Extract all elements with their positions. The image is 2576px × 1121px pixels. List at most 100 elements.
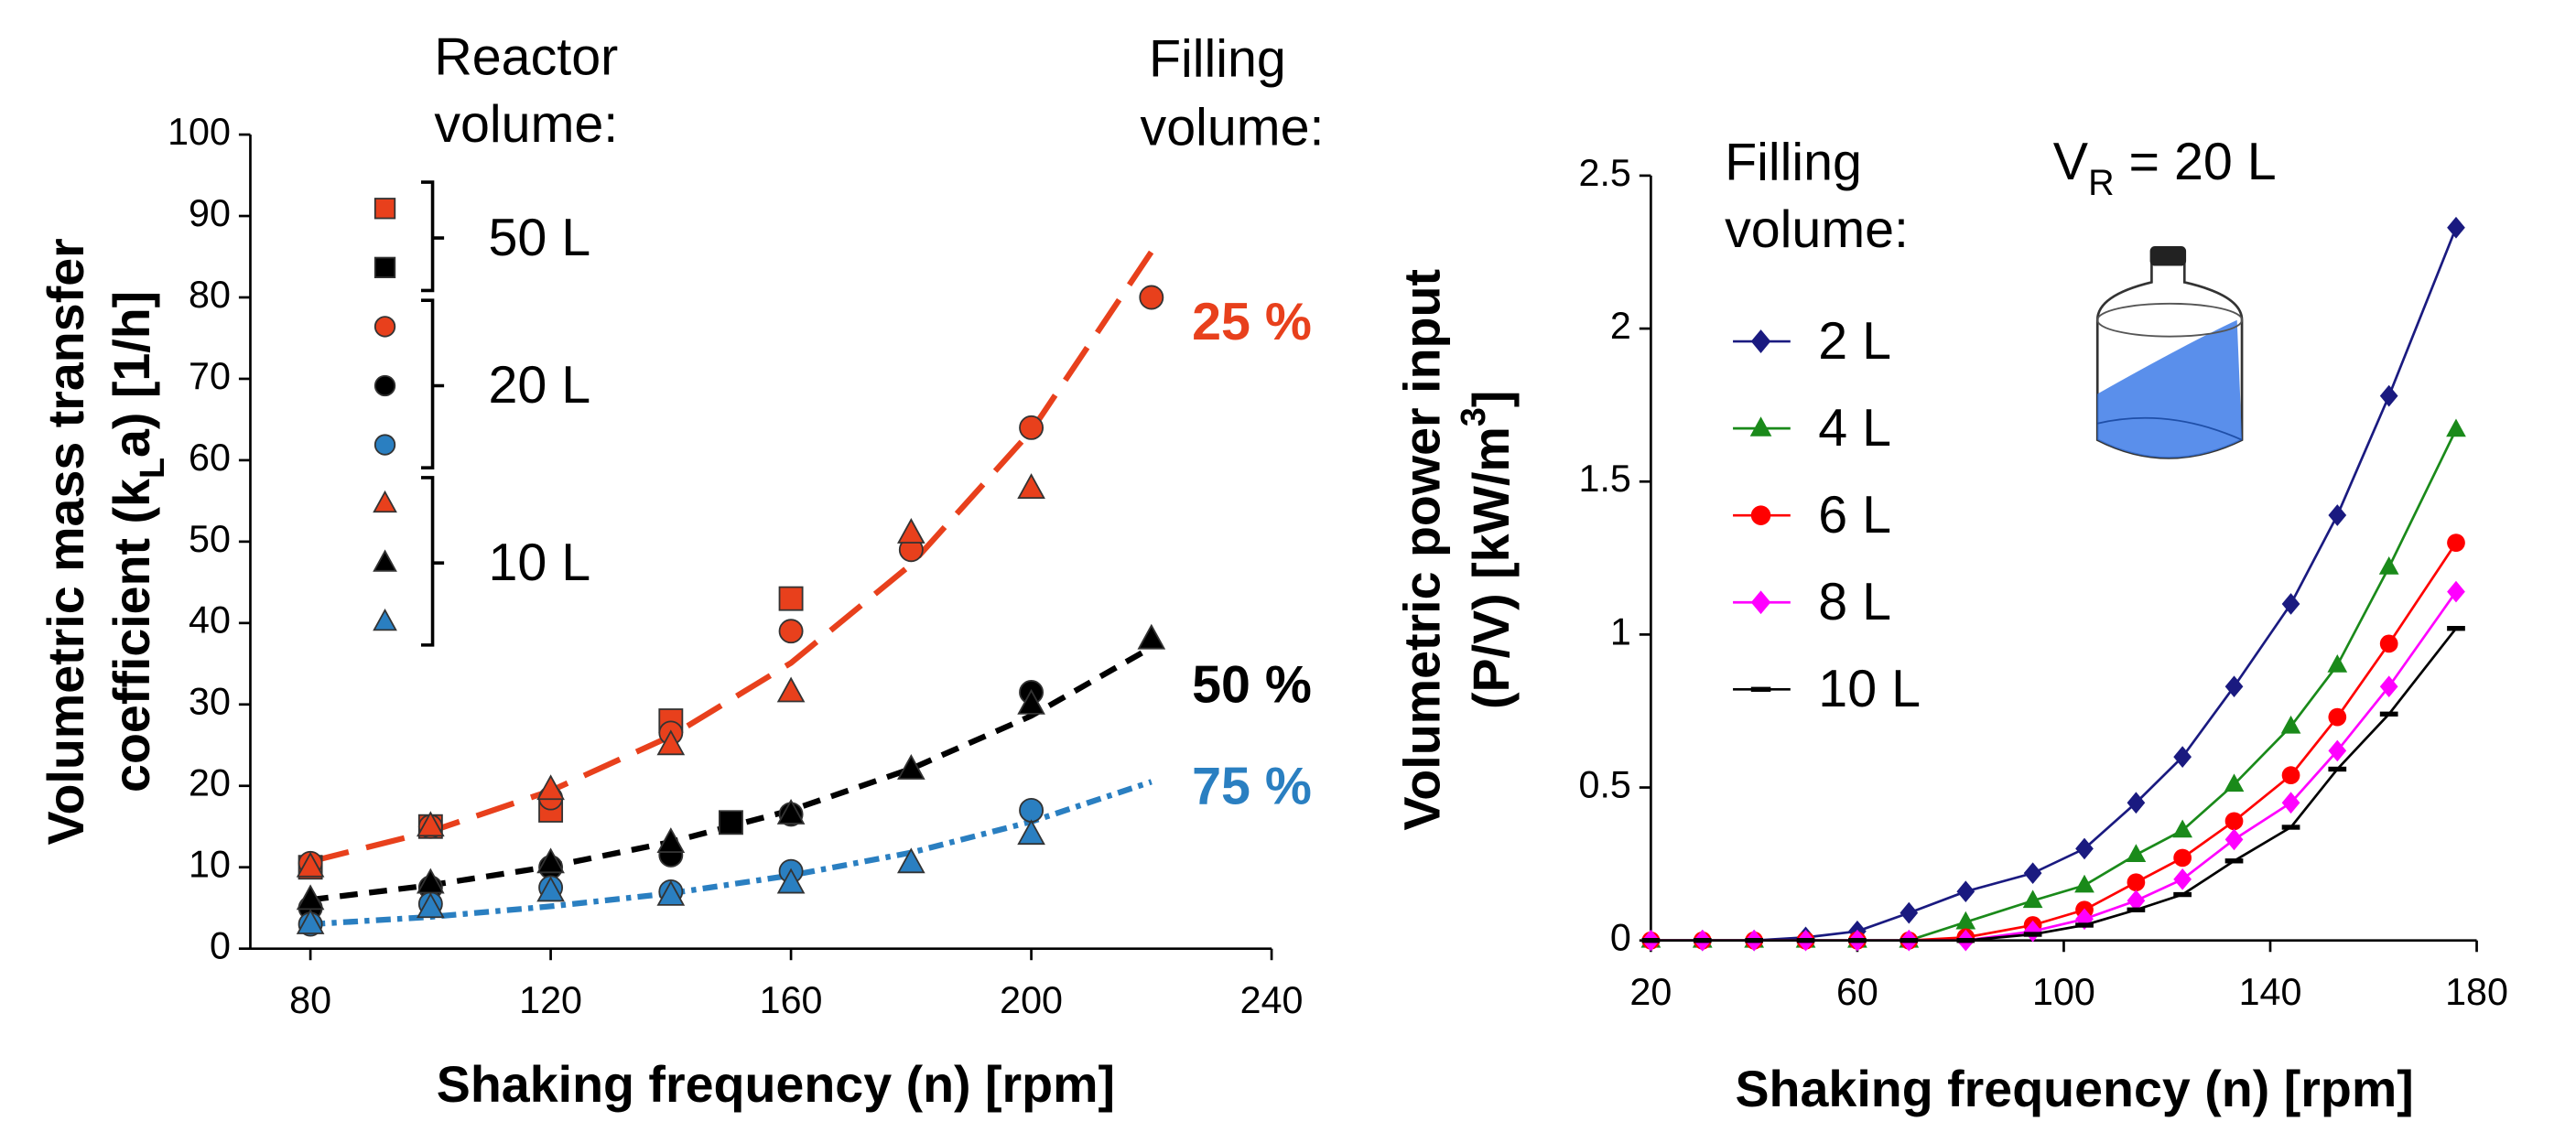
x-tick-label: 240 — [1240, 979, 1304, 1021]
marker-diamond — [2127, 792, 2146, 814]
marker-diamond — [2328, 504, 2347, 526]
marker-triangle — [1017, 473, 1045, 499]
annotation-part: V — [2053, 133, 2089, 191]
marker-triangle — [1137, 623, 1166, 650]
annotation: VR = 20 L — [2053, 133, 2277, 203]
marker-triangle — [2022, 889, 2043, 909]
legend-marker — [373, 490, 397, 513]
marker-circle — [2379, 634, 2398, 653]
marker-diamond — [2075, 837, 2094, 860]
y-tick-label: 80 — [189, 274, 231, 316]
legend-label: 6 L — [1818, 486, 1891, 544]
y-tick-label: 1.5 — [1579, 458, 1631, 500]
x-tick-label: 120 — [519, 979, 582, 1021]
marker-triangle — [776, 868, 806, 894]
marker-diamond — [2023, 862, 2042, 884]
y-axis-title-part: ] — [1463, 391, 1520, 408]
marker-dash — [1848, 938, 1867, 943]
marker-circle — [1019, 797, 1044, 823]
y-axis-title: Volumetric power input — [1393, 269, 1450, 831]
marker-dash — [2379, 711, 2398, 717]
marker-triangle — [2327, 653, 2348, 673]
fit-label: 50 % — [1192, 656, 1312, 715]
y-tick-label: 0 — [1610, 917, 1631, 959]
marker-triangle — [2446, 418, 2466, 437]
legend-heading: volume: — [434, 95, 618, 154]
marker-diamond — [2447, 580, 2465, 603]
y-tick-label: 2.5 — [1579, 152, 1631, 194]
fit-label: 75 % — [1192, 757, 1312, 815]
marker-diamond — [2447, 216, 2465, 239]
marker-dash — [1693, 938, 1712, 943]
marker-triangle — [2172, 819, 2192, 838]
marker-triangle — [656, 879, 686, 906]
marker-circle — [2173, 848, 2192, 868]
marker-triangle — [536, 774, 565, 801]
marker-circle — [2447, 534, 2465, 552]
marker-triangle — [656, 729, 686, 756]
legend-bracket — [421, 180, 445, 293]
x-tick-label: 60 — [1836, 971, 1878, 1013]
marker-diamond — [2173, 868, 2192, 890]
marker-dash — [1956, 938, 1975, 943]
fit-label: 25 % — [1192, 293, 1312, 351]
x-tick-label: 100 — [2032, 971, 2095, 1013]
marker-triangle — [2074, 874, 2094, 893]
legend-label: 8 L — [1818, 573, 1891, 631]
marker-circle — [1139, 285, 1164, 310]
legend-heading: Filling — [1725, 133, 1862, 191]
x-tick-label: 180 — [2445, 971, 2508, 1013]
y-tick-label: 30 — [189, 681, 231, 723]
marker-square — [778, 586, 804, 611]
marker-circle — [2328, 707, 2347, 727]
marker-triangle — [896, 518, 925, 544]
legend-heading: volume: — [1725, 200, 1909, 259]
legend-label: 10 L — [1818, 660, 1921, 718]
marker-triangle — [296, 909, 325, 934]
series-line — [1651, 627, 2458, 943]
marker-diamond — [2173, 746, 2192, 768]
legend-marker — [1749, 416, 1772, 437]
legend-label: 20 L — [489, 356, 591, 415]
marker-dash — [2075, 922, 2094, 928]
legend-marker — [373, 434, 396, 456]
legend-marker — [373, 608, 397, 631]
marker-dash — [2328, 766, 2347, 772]
marker-triangle — [2224, 773, 2245, 792]
marker-circle — [2224, 812, 2244, 831]
marker-diamond — [2224, 675, 2244, 698]
legend-marker — [373, 374, 396, 397]
marker-circle — [778, 619, 804, 644]
marker-dash — [2281, 825, 2300, 830]
marker-dash — [2023, 932, 2042, 937]
marker-dash — [2173, 891, 2192, 898]
marker-triangle — [776, 798, 806, 825]
y-tick-label: 2 — [1610, 305, 1631, 347]
marker-triangle — [2126, 844, 2147, 862]
x-axis-title: Shaking frequency (n) [rpm] — [1735, 1061, 2413, 1117]
marker-triangle — [896, 847, 925, 874]
y-axis-title-part: (P/V) [kW/m — [1463, 426, 1520, 709]
legend-marker — [373, 198, 396, 220]
legend-marker — [1750, 505, 1771, 525]
y-axis-title: (P/V) [kW/m3] — [1454, 391, 1520, 709]
y-tick-label: 1 — [1610, 610, 1631, 652]
y-axis-title-part: coefficient (k — [103, 479, 160, 792]
x-tick-label: 160 — [760, 979, 823, 1021]
marker-diamond — [2127, 889, 2146, 912]
fit-curve — [309, 250, 1154, 865]
marker-dash — [2224, 858, 2244, 864]
marker-diamond — [2379, 384, 2398, 407]
y-tick-label: 20 — [189, 762, 231, 804]
y-axis-title-sub: L — [133, 458, 171, 479]
marker-triangle — [896, 754, 925, 780]
legend-marker — [1750, 590, 1771, 615]
legend-marker — [373, 549, 397, 572]
marker-triangle — [1017, 688, 1045, 715]
y-axis-title: coefficient (kLa) [1/h] — [103, 291, 171, 792]
y-tick-label: 10 — [189, 844, 231, 886]
marker-circle — [1019, 415, 1044, 440]
y-tick-label: 100 — [168, 111, 231, 153]
marker-diamond — [2281, 792, 2300, 814]
